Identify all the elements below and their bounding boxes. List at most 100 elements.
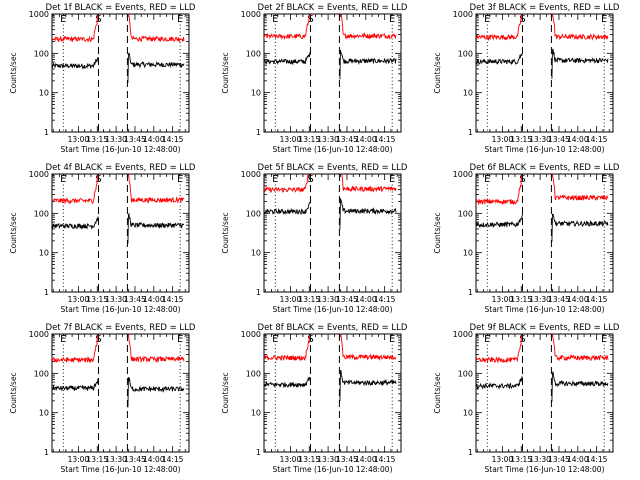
marker-label: E <box>60 174 66 185</box>
panel-det-7f: Det 7f BLACK = Events, RED = LLD 1 10 100 10… <box>9 323 196 474</box>
lld-series-line <box>264 335 311 362</box>
y-tick-label: 1000 <box>241 170 261 179</box>
y-tick-label: 10 <box>39 409 49 418</box>
x-tick-label: 14:00 <box>143 455 165 464</box>
x-tick-label: 14:15 <box>374 135 396 144</box>
marker-label: E <box>60 334 66 345</box>
x-tick-label: 13:15 <box>298 455 320 464</box>
x-axis-label: Start Time (16-Jun-10 12:48:00) <box>485 305 605 314</box>
x-tick-label: 13:15 <box>86 455 108 464</box>
y-tick-label: 1000 <box>453 330 473 339</box>
x-tick-label: 13:45 <box>336 135 358 144</box>
plot-frame <box>51 13 190 133</box>
marker-label: E <box>601 14 607 25</box>
y-tick-label: 10 <box>463 409 473 418</box>
x-tick-label: 13:45 <box>124 455 146 464</box>
y-tick-label: 1000 <box>241 330 261 339</box>
x-tick-label: 14:00 <box>567 135 589 144</box>
lld-series-line <box>52 15 99 43</box>
y-tick-label: 10 <box>39 249 49 258</box>
marker-label: E <box>389 174 395 185</box>
marker-label: E <box>389 334 395 345</box>
x-tick-label: 13:30 <box>105 135 127 144</box>
y-axis-label: Counts/sec <box>433 52 442 93</box>
x-tick-label: 13:45 <box>336 295 358 304</box>
y-axis-label: Counts/sec <box>433 212 442 253</box>
plot-frame <box>263 333 402 453</box>
lld-series-line <box>476 175 523 206</box>
marker-label: E <box>60 14 66 25</box>
panel-title: Det 9f BLACK = Events, RED = LLD <box>470 323 620 333</box>
x-tick-label: 14:00 <box>567 295 589 304</box>
y-tick-label: 1000 <box>453 10 473 19</box>
marker-label: E <box>177 334 183 345</box>
lld-series-line <box>52 175 99 205</box>
marker-label: E <box>601 334 607 345</box>
x-tick-label: 13:45 <box>548 455 570 464</box>
marker-label: S <box>95 174 101 185</box>
x-tick-label: 14:15 <box>162 295 184 304</box>
lld-series-line <box>552 334 609 362</box>
marker-label: E <box>601 174 607 185</box>
x-tick-label: 14:00 <box>567 455 589 464</box>
lld-series-line <box>127 334 185 364</box>
lld-series-line <box>52 335 99 363</box>
panel-title: Det 5f BLACK = Events, RED = LLD <box>258 163 408 173</box>
events-series-line <box>551 371 609 402</box>
x-tick-label: 13:30 <box>317 295 339 304</box>
x-axis-label: Start Time (16-Jun-10 12:48:00) <box>485 465 605 474</box>
x-axis-label: Start Time (16-Jun-10 12:48:00) <box>273 145 393 154</box>
y-tick-label: 100 <box>34 49 49 58</box>
marker-label: S <box>519 14 525 25</box>
events-series-line <box>551 213 609 242</box>
x-tick-label: 13:00 <box>492 135 514 144</box>
events-series-line <box>339 49 397 80</box>
lld-series-line <box>340 14 397 40</box>
y-tick-label: 10 <box>463 249 473 258</box>
plot-frame <box>475 13 614 133</box>
y-axis-label: Counts/sec <box>9 212 18 253</box>
x-tick-label: 13:30 <box>105 295 127 304</box>
marker-label: E <box>389 14 395 25</box>
y-tick-label: 1 <box>256 288 261 297</box>
y-tick-label: 100 <box>246 209 261 218</box>
panel-title: Det 7f BLACK = Events, RED = LLD <box>46 323 196 333</box>
panel-det-6f: Det 6f BLACK = Events, RED = LLD 1 10 100 10… <box>433 163 620 314</box>
y-tick-label: 1000 <box>453 170 473 179</box>
y-tick-label: 1000 <box>241 10 261 19</box>
y-tick-label: 1 <box>44 448 49 457</box>
y-tick-label: 1 <box>468 128 473 137</box>
y-tick-label: 1000 <box>29 330 49 339</box>
y-tick-label: 1 <box>44 128 49 137</box>
y-tick-label: 1000 <box>29 170 49 179</box>
lld-series-line <box>341 174 397 193</box>
x-tick-label: 13:00 <box>280 295 302 304</box>
events-series-line <box>339 370 397 402</box>
events-series-line <box>476 213 523 228</box>
y-tick-label: 100 <box>458 209 473 218</box>
x-tick-label: 13:15 <box>510 295 532 304</box>
events-series-line <box>476 375 523 390</box>
x-tick-label: 13:15 <box>298 295 320 304</box>
marker-label: E <box>484 14 490 25</box>
panel-title: Det 2f BLACK = Events, RED = LLD <box>258 3 408 13</box>
lld-series-line <box>128 14 185 43</box>
y-axis-label: Counts/sec <box>433 372 442 413</box>
x-tick-label: 14:00 <box>143 135 165 144</box>
panel-title: Det 8f BLACK = Events, RED = LLD <box>258 323 408 333</box>
y-tick-label: 1 <box>256 128 261 137</box>
x-tick-label: 14:15 <box>586 135 608 144</box>
x-tick-label: 13:15 <box>86 295 108 304</box>
lld-series-line <box>552 14 609 41</box>
lld-series-line <box>551 174 609 202</box>
x-axis-label: Start Time (16-Jun-10 12:48:00) <box>273 465 393 474</box>
events-series-line <box>52 378 99 392</box>
events-series-line <box>551 48 609 79</box>
marker-label: E <box>272 334 278 345</box>
x-tick-label: 13:45 <box>124 135 146 144</box>
x-tick-label: 13:00 <box>68 135 90 144</box>
x-tick-label: 13:30 <box>529 455 551 464</box>
marker-label: E <box>177 14 183 25</box>
events-series-line <box>476 53 523 65</box>
